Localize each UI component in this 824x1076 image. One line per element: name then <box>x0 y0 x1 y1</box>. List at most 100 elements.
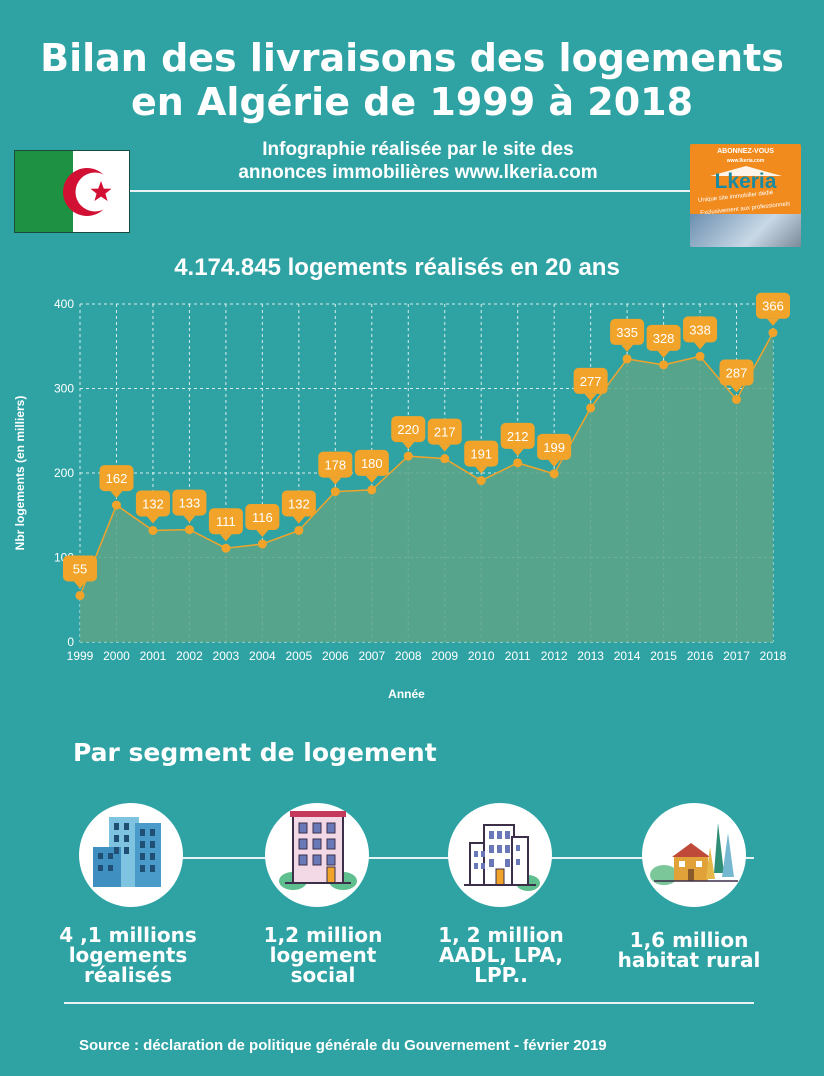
x-tick-label: 2001 <box>140 649 167 663</box>
data-point <box>732 394 742 404</box>
data-label-bg <box>719 359 754 386</box>
data-label: 220 <box>397 422 419 437</box>
segment-section-title: Par segment de logement <box>73 738 437 767</box>
data-point <box>695 351 705 361</box>
data-label: 55 <box>73 562 87 577</box>
data-point <box>513 458 523 468</box>
data-label-bg <box>318 451 353 478</box>
x-tick-label: 1999 <box>67 649 94 663</box>
x-tick-label: 2012 <box>541 649 568 663</box>
x-tick-label: 2003 <box>213 649 240 663</box>
x-tick-label: 2007 <box>358 649 385 663</box>
x-tick-label: 2000 <box>103 649 130 663</box>
data-point <box>148 525 158 535</box>
data-label: 132 <box>142 496 164 511</box>
data-label-bg <box>427 418 462 445</box>
data-label-bg <box>537 433 572 460</box>
lkeria-ad-banner[interactable]: ABONNEZ-VOUS www.lkeria.com Lkeria Uniqu… <box>690 144 801 247</box>
data-point <box>184 525 194 535</box>
x-axis-label: Année <box>388 687 425 701</box>
data-label-bg <box>281 490 316 517</box>
data-label-pointer <box>110 491 123 499</box>
data-label: 178 <box>324 458 346 473</box>
chart-title: 4.174.845 logements réalisés en 20 ans <box>174 254 620 281</box>
data-label-bg <box>610 318 645 345</box>
y-tick-label: 0 <box>67 635 74 649</box>
data-point <box>586 403 596 413</box>
x-tick-label: 2018 <box>760 649 787 663</box>
data-label-pointer <box>438 444 451 452</box>
data-label-pointer <box>74 581 86 589</box>
data-label-bg <box>135 490 170 517</box>
x-tick-label: 2011 <box>505 649 531 663</box>
data-label-bg <box>391 416 426 443</box>
data-label: 132 <box>288 496 310 511</box>
x-tick-label: 2013 <box>577 649 604 663</box>
data-label: 162 <box>106 471 128 486</box>
data-label: 111 <box>216 514 236 529</box>
data-label: 180 <box>361 456 383 471</box>
title-line-1: Bilan des livraisons des logements <box>40 36 784 80</box>
series-area <box>80 332 773 642</box>
ad-top-sub: www.lkeria.com <box>726 158 765 164</box>
data-label-pointer <box>365 475 378 483</box>
y-tick-label: 300 <box>54 382 74 396</box>
data-point <box>294 525 304 535</box>
data-label-bg <box>500 422 535 449</box>
data-label: 212 <box>507 429 529 444</box>
data-label: 191 <box>470 447 492 462</box>
data-point <box>221 543 231 553</box>
page-title: Bilan des livraisons des logements en Al… <box>0 36 824 124</box>
x-tick-label: 2009 <box>431 649 458 663</box>
data-label-pointer <box>730 385 743 393</box>
segment-2-line-1: 1,2 million <box>263 923 383 947</box>
data-label-bg <box>683 316 718 343</box>
segment-2-line-3: social <box>290 963 356 987</box>
segment-circle-1 <box>79 803 183 907</box>
subtitle-line-2: annonces immobilières www.lkeria.com <box>238 162 598 183</box>
data-label-pointer <box>767 318 779 326</box>
x-tick-label: 2014 <box>614 649 641 663</box>
data-label-pointer <box>219 534 232 542</box>
data-label-pointer <box>511 448 524 456</box>
data-label-bg <box>208 508 243 535</box>
title-line-2: en Algérie de 1999 à 2018 <box>130 80 694 124</box>
y-tick-label: 200 <box>54 466 74 480</box>
data-point <box>768 328 778 338</box>
x-tick-label: 2005 <box>285 649 312 663</box>
data-label-bg <box>756 292 790 319</box>
data-label-pointer <box>694 342 707 350</box>
house-roof-icon <box>710 166 782 176</box>
segment-label-4: 1,6 million habitat rural <box>599 930 779 970</box>
data-label-pointer <box>475 466 488 474</box>
data-label-pointer <box>256 529 269 537</box>
segment-label-2: 1,2 million logement social <box>233 925 413 985</box>
segment-circle-4 <box>642 803 746 907</box>
data-label-bg <box>245 503 280 530</box>
y-tick-label: 400 <box>54 297 74 311</box>
data-label: 328 <box>653 331 675 346</box>
subtitle: Infographie réalisée par le site des ann… <box>190 138 646 184</box>
data-label: 338 <box>689 322 711 337</box>
segment-1-line-3: réalisés <box>83 963 172 987</box>
data-label: 277 <box>580 374 602 389</box>
data-label-bg <box>63 555 97 582</box>
segment-label-3: 1, 2 million AADL, LPA, LPP.. <box>411 925 591 985</box>
data-label-bg <box>172 489 207 516</box>
apartment-building-icon <box>279 811 357 890</box>
series-line <box>79 332 774 596</box>
data-point <box>111 500 121 510</box>
source-note: Source : déclaration de politique généra… <box>79 1037 607 1054</box>
data-label-bg <box>464 440 499 467</box>
data-label: 335 <box>616 325 638 340</box>
x-tick-label: 2016 <box>687 649 714 663</box>
data-label-pointer <box>584 393 597 401</box>
y-axis-label: Nbr logements (en milliers) <box>13 396 27 551</box>
segment-4-line-1: 1,6 million <box>629 928 749 952</box>
data-point <box>476 476 486 486</box>
x-tick-label: 2010 <box>468 649 495 663</box>
segment-circle-2 <box>265 803 369 907</box>
header-divider <box>130 190 690 192</box>
segment-1-line-1: 4 ,1 millions <box>59 923 197 947</box>
x-tick-label: 2008 <box>395 649 422 663</box>
